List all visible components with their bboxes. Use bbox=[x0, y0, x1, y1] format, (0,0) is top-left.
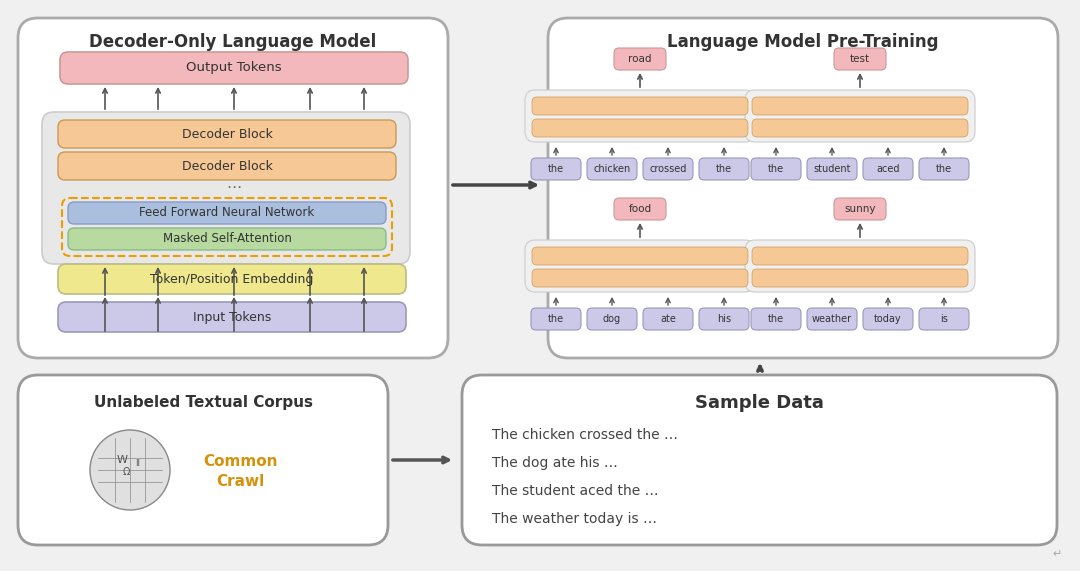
Text: ↵: ↵ bbox=[1053, 549, 1062, 559]
Text: weather: weather bbox=[812, 314, 852, 324]
FancyBboxPatch shape bbox=[42, 112, 410, 264]
Text: Language Model Pre-Training: Language Model Pre-Training bbox=[667, 33, 939, 51]
FancyBboxPatch shape bbox=[752, 119, 968, 137]
FancyBboxPatch shape bbox=[462, 375, 1057, 545]
FancyBboxPatch shape bbox=[834, 48, 886, 70]
Text: the: the bbox=[768, 164, 784, 174]
Text: Masked Self-Attention: Masked Self-Attention bbox=[163, 232, 292, 246]
Text: test: test bbox=[850, 54, 870, 64]
FancyBboxPatch shape bbox=[643, 308, 693, 330]
Text: the: the bbox=[768, 314, 784, 324]
FancyBboxPatch shape bbox=[60, 52, 408, 84]
FancyBboxPatch shape bbox=[615, 198, 666, 220]
FancyBboxPatch shape bbox=[699, 158, 750, 180]
Text: Crawl: Crawl bbox=[216, 475, 265, 489]
Text: the: the bbox=[548, 314, 564, 324]
Text: Sample Data: Sample Data bbox=[696, 394, 824, 412]
FancyBboxPatch shape bbox=[532, 247, 748, 265]
Text: the: the bbox=[548, 164, 564, 174]
FancyBboxPatch shape bbox=[18, 375, 388, 545]
FancyBboxPatch shape bbox=[18, 18, 448, 358]
FancyBboxPatch shape bbox=[919, 308, 969, 330]
Text: II: II bbox=[135, 460, 140, 468]
FancyBboxPatch shape bbox=[615, 48, 666, 70]
FancyBboxPatch shape bbox=[745, 90, 975, 142]
Text: crossed: crossed bbox=[649, 164, 687, 174]
FancyBboxPatch shape bbox=[752, 247, 968, 265]
Text: food: food bbox=[629, 204, 651, 214]
FancyBboxPatch shape bbox=[751, 308, 801, 330]
Circle shape bbox=[90, 430, 170, 510]
FancyBboxPatch shape bbox=[745, 240, 975, 292]
FancyBboxPatch shape bbox=[643, 158, 693, 180]
FancyBboxPatch shape bbox=[532, 119, 748, 137]
FancyBboxPatch shape bbox=[807, 158, 858, 180]
FancyBboxPatch shape bbox=[531, 308, 581, 330]
Text: Unlabeled Textual Corpus: Unlabeled Textual Corpus bbox=[94, 396, 312, 411]
FancyBboxPatch shape bbox=[863, 158, 913, 180]
FancyBboxPatch shape bbox=[752, 269, 968, 287]
Text: is: is bbox=[940, 314, 948, 324]
FancyBboxPatch shape bbox=[525, 240, 755, 292]
Text: today: today bbox=[874, 314, 902, 324]
Text: The chicken crossed the …: The chicken crossed the … bbox=[492, 428, 678, 442]
Text: W: W bbox=[117, 455, 127, 465]
FancyBboxPatch shape bbox=[68, 228, 386, 250]
FancyBboxPatch shape bbox=[919, 158, 969, 180]
Text: Decoder Block: Decoder Block bbox=[181, 159, 272, 172]
FancyBboxPatch shape bbox=[548, 18, 1058, 358]
Text: his: his bbox=[717, 314, 731, 324]
FancyBboxPatch shape bbox=[807, 308, 858, 330]
Text: the: the bbox=[716, 164, 732, 174]
Text: Common: Common bbox=[203, 455, 278, 469]
Text: Decoder-Only Language Model: Decoder-Only Language Model bbox=[90, 33, 377, 51]
FancyBboxPatch shape bbox=[525, 90, 755, 142]
FancyBboxPatch shape bbox=[58, 152, 396, 180]
Text: The dog ate his …: The dog ate his … bbox=[492, 456, 618, 470]
FancyBboxPatch shape bbox=[588, 308, 637, 330]
Text: the: the bbox=[936, 164, 953, 174]
Text: student: student bbox=[813, 164, 851, 174]
Text: Token/Position Embedding: Token/Position Embedding bbox=[150, 272, 313, 286]
Text: ate: ate bbox=[660, 314, 676, 324]
Text: sunny: sunny bbox=[845, 204, 876, 214]
FancyBboxPatch shape bbox=[588, 158, 637, 180]
Text: The student aced the …: The student aced the … bbox=[492, 484, 659, 498]
Text: aced: aced bbox=[876, 164, 900, 174]
FancyBboxPatch shape bbox=[751, 158, 801, 180]
Text: Output Tokens: Output Tokens bbox=[186, 62, 282, 74]
Text: road: road bbox=[629, 54, 651, 64]
Text: Ω: Ω bbox=[122, 467, 130, 477]
FancyBboxPatch shape bbox=[752, 97, 968, 115]
FancyBboxPatch shape bbox=[834, 198, 886, 220]
FancyBboxPatch shape bbox=[68, 202, 386, 224]
FancyBboxPatch shape bbox=[58, 120, 396, 148]
Text: dog: dog bbox=[603, 314, 621, 324]
Text: Input Tokens: Input Tokens bbox=[193, 311, 271, 324]
FancyBboxPatch shape bbox=[58, 264, 406, 294]
Text: Decoder Block: Decoder Block bbox=[181, 127, 272, 140]
Text: The weather today is …: The weather today is … bbox=[492, 512, 657, 526]
FancyBboxPatch shape bbox=[58, 302, 406, 332]
FancyBboxPatch shape bbox=[699, 308, 750, 330]
Text: chicken: chicken bbox=[593, 164, 631, 174]
FancyBboxPatch shape bbox=[531, 158, 581, 180]
FancyBboxPatch shape bbox=[532, 97, 748, 115]
Text: ⋯: ⋯ bbox=[227, 180, 242, 195]
Text: Feed Forward Neural Network: Feed Forward Neural Network bbox=[139, 207, 314, 219]
FancyBboxPatch shape bbox=[532, 269, 748, 287]
FancyBboxPatch shape bbox=[863, 308, 913, 330]
